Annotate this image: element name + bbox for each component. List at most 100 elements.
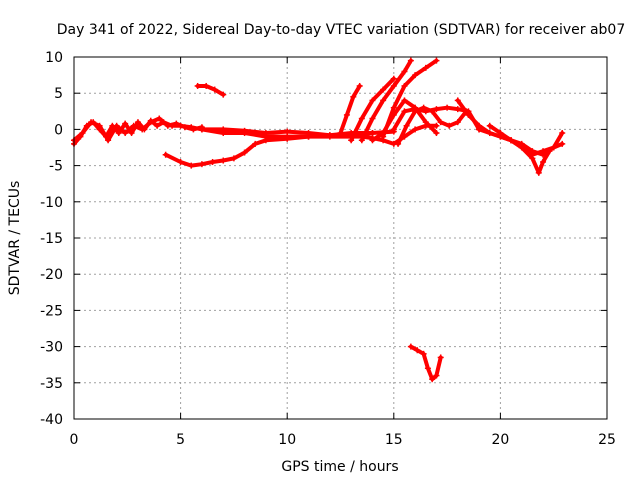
- data-point: [230, 155, 237, 162]
- data-point: [401, 82, 408, 89]
- data-point: [139, 126, 146, 133]
- y-tick-label: -35: [40, 376, 63, 392]
- data-point: [128, 130, 135, 137]
- data-point: [181, 124, 188, 131]
- axis-ticks: 0 5 10 15 20 25 10 5 0 -5 -10 -15 -20 -25 -30 -35 -40: [40, 50, 616, 448]
- data-point: [79, 130, 86, 137]
- data-point: [164, 122, 171, 129]
- y-tick-label: -10: [40, 195, 63, 211]
- data-point: [122, 120, 129, 127]
- y-tick-label: 0: [54, 122, 63, 138]
- data-point: [96, 122, 103, 129]
- y-tick-label: 5: [54, 86, 63, 102]
- data-point: [358, 137, 365, 144]
- data-point: [203, 82, 210, 89]
- data-point: [358, 115, 365, 122]
- data-point: [433, 130, 440, 137]
- data-point: [429, 376, 436, 383]
- data-point: [476, 126, 483, 133]
- y-tick-label: -40: [40, 412, 63, 428]
- data-point: [401, 97, 408, 104]
- data-point: [284, 133, 291, 140]
- y-tick-label: -25: [40, 303, 63, 319]
- data-point: [220, 130, 227, 137]
- data-point: [540, 158, 547, 165]
- data-point: [433, 57, 440, 64]
- data-point: [422, 119, 429, 126]
- data-point: [390, 104, 397, 111]
- data-point: [211, 86, 218, 93]
- data-point: [390, 82, 397, 89]
- data-point: [550, 144, 557, 151]
- data-point: [454, 97, 461, 104]
- data-point: [380, 86, 387, 93]
- series-s3: [195, 84, 226, 97]
- data-point: [356, 82, 363, 89]
- data-point: [198, 161, 205, 168]
- data-point: [454, 119, 461, 126]
- data-point: [412, 126, 419, 133]
- data-point: [220, 157, 227, 164]
- data-point: [412, 72, 419, 79]
- data-point: [262, 133, 269, 140]
- data-point: [395, 140, 402, 147]
- data-point: [518, 144, 525, 151]
- data-point: [113, 122, 120, 129]
- y-tick-label: -15: [40, 231, 63, 247]
- data-point: [122, 130, 129, 137]
- data-point: [465, 111, 472, 118]
- data-point: [424, 365, 431, 372]
- data-point: [422, 64, 429, 71]
- y-tick-label: -30: [40, 340, 63, 356]
- data-point: [284, 128, 291, 135]
- x-tick-label: 25: [598, 432, 616, 448]
- data-point: [220, 91, 227, 98]
- data-point: [380, 97, 387, 104]
- data-point: [414, 347, 421, 354]
- data-point: [401, 108, 408, 115]
- data-point: [407, 343, 414, 350]
- chart-title: Day 341 of 2022, Sidereal Day-to-day VTE…: [57, 22, 626, 38]
- x-axis-label: GPS time / hours: [281, 459, 398, 475]
- data-point: [115, 130, 122, 137]
- data-point: [156, 115, 163, 122]
- data-point: [403, 122, 410, 129]
- data-point: [535, 169, 542, 176]
- data-point: [540, 148, 547, 155]
- y-tick-label: 10: [45, 50, 63, 66]
- x-tick-label: 15: [385, 432, 403, 448]
- x-tick-label: 10: [278, 432, 296, 448]
- x-tick-label: 5: [176, 432, 185, 448]
- data-point: [173, 120, 180, 127]
- data-point: [198, 126, 205, 133]
- data-point: [454, 106, 461, 113]
- data-point: [446, 122, 453, 129]
- data-point: [559, 130, 566, 137]
- data-point: [177, 158, 184, 165]
- x-tick-label: 0: [70, 432, 79, 448]
- data-point: [412, 106, 419, 113]
- data-point: [369, 97, 376, 104]
- data-point: [337, 130, 344, 137]
- data-point: [343, 111, 350, 118]
- y-tick-label: -20: [40, 267, 63, 283]
- data-point: [130, 122, 137, 129]
- data-point: [241, 149, 248, 156]
- data-point: [369, 115, 376, 122]
- data-point: [369, 137, 376, 144]
- data-point: [390, 126, 397, 133]
- data-point: [209, 158, 216, 165]
- data-point: [241, 130, 248, 137]
- data-point: [433, 122, 440, 129]
- data-point: [559, 140, 566, 147]
- series-s6: [338, 84, 362, 135]
- data-point: [486, 130, 493, 137]
- data-point: [348, 137, 355, 144]
- data-point: [105, 137, 112, 144]
- data-point: [380, 130, 387, 137]
- data-point: [390, 75, 397, 82]
- data-point: [252, 140, 259, 147]
- data-point: [369, 130, 376, 137]
- data-point: [190, 126, 197, 133]
- x-tick-label: 20: [491, 432, 509, 448]
